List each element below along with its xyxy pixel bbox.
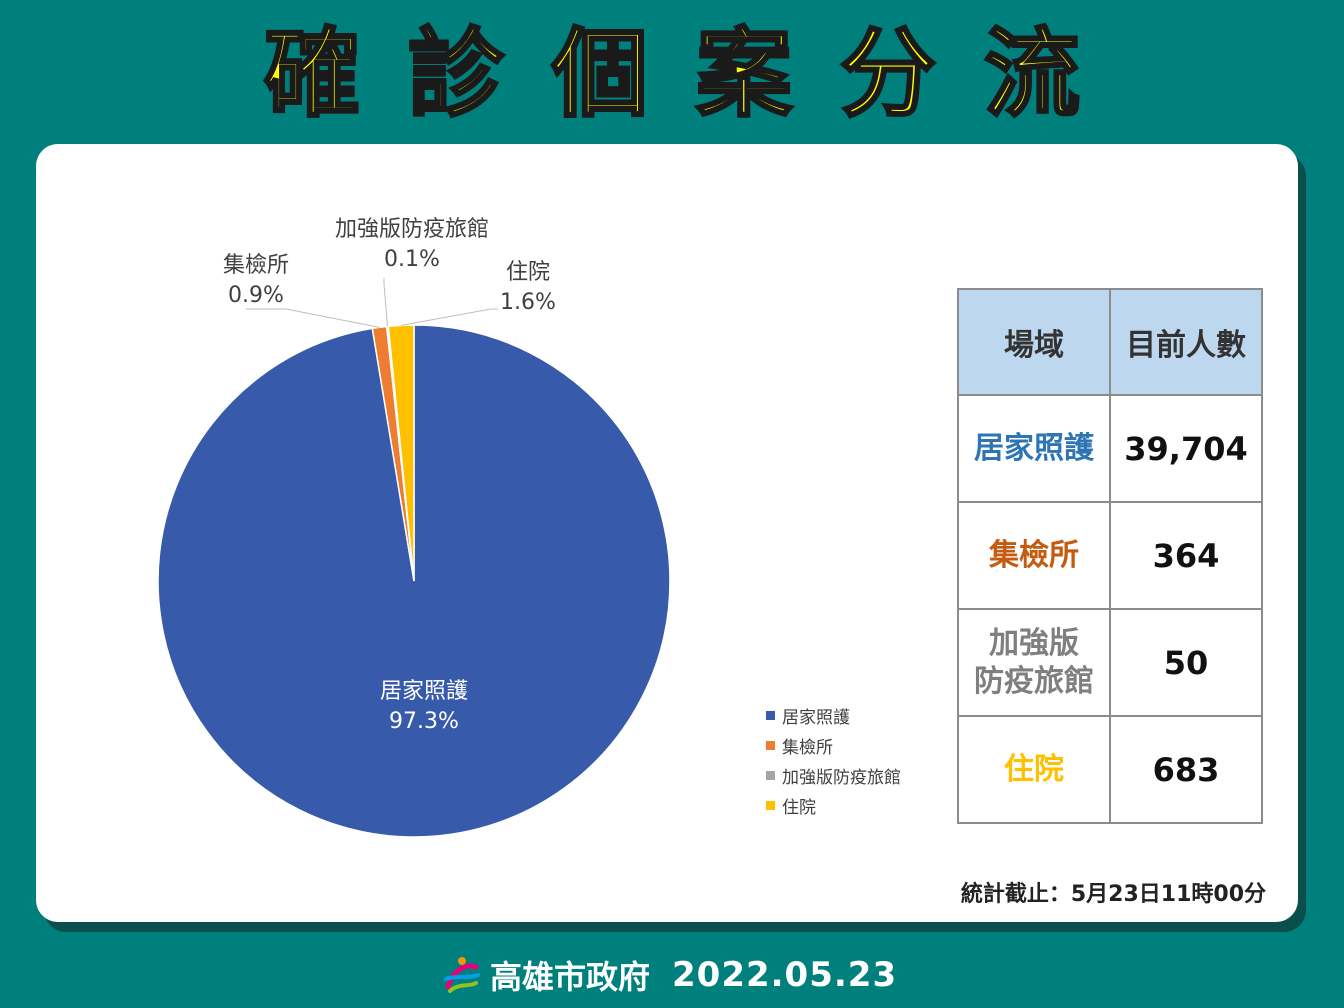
pie-chart: 居家照護 97.3% 集檢所 0.9% 加強版防疫旅館 0.1% 住院 1.6% — [157, 217, 671, 838]
legend-label: 住院 — [782, 797, 816, 818]
legend-item-hospital: 住院 — [766, 790, 901, 820]
table-header-count: 目前人數 — [1109, 288, 1263, 396]
table-row: 集檢所 364 — [957, 501, 1263, 610]
legend-item-hotel: 加強版防疫旅館 — [766, 760, 901, 790]
legend-label: 居家照護 — [782, 707, 850, 728]
leader-line-quarantine-center — [246, 308, 380, 328]
legend-label: 加強版防疫旅館 — [782, 767, 901, 788]
table-cell-count: 50 — [1109, 608, 1263, 717]
table-cell-venue: 加強版 防疫旅館 — [957, 608, 1111, 717]
legend-item-quarantine-center: 集檢所 — [766, 730, 901, 760]
footer-org: 高雄市政府 — [490, 958, 651, 996]
table-cell-venue: 居家照護 — [957, 394, 1111, 503]
legend-swatch — [766, 710, 775, 720]
legend-item-home-care: 居家照護 — [766, 700, 901, 730]
data-label-home-care-value: 97.3% — [389, 709, 459, 734]
table-row: 住院 683 — [957, 715, 1263, 824]
table-row: 居家照護 39,704 — [957, 394, 1263, 503]
legend-label: 集檢所 — [782, 737, 833, 758]
table-cell-count: 683 — [1109, 715, 1263, 824]
data-label-quarantine-center-value: 0.9% — [228, 283, 284, 308]
table-header-venue: 場域 — [957, 288, 1111, 396]
table-cell-venue: 集檢所 — [957, 501, 1111, 610]
kaohsiung-logo-icon — [444, 957, 480, 993]
chart-legend: 居家照護集檢所加強版防疫旅館 住院 — [766, 700, 901, 820]
content-card: 居家照護 97.3% 集檢所 0.9% 加強版防疫旅館 0.1% 住院 1.6% 居家照護 集檢… — [36, 144, 1298, 922]
leader-line-hospital — [401, 308, 498, 326]
table-cell-venue: 住院 — [957, 715, 1111, 824]
table-cell-count: 364 — [1109, 501, 1263, 610]
data-label-hospital-value: 1.6% — [500, 290, 556, 315]
footer: 高雄市政府 2022.05.23 — [440, 950, 897, 1000]
page-title: 確診個案分流 — [263, 17, 1128, 132]
leader-line-hotel — [383, 278, 388, 327]
footer-date: 2022.05.23 — [672, 955, 898, 995]
legend-swatch — [766, 770, 775, 780]
data-label-quarantine-center-name: 集檢所 — [223, 253, 289, 278]
table-row: 加強版 防疫旅館 50 — [957, 608, 1263, 717]
data-label-hotel-value: 0.1% — [384, 247, 440, 272]
legend-swatch — [766, 800, 775, 810]
data-label-home-care-name: 居家照護 — [380, 679, 468, 704]
legend-swatch — [766, 740, 775, 750]
table-cell-count: 39,704 — [1109, 394, 1263, 503]
count-table: 場域 目前人數 居家照護 39,704 集檢所 364 加強版 防疫旅館 50 住院 683 — [957, 288, 1263, 824]
stat-cutoff-note: 統計截止：5月23日11時00分 — [960, 882, 1266, 907]
data-label-hotel-name: 加強版防疫旅館 — [335, 217, 489, 242]
data-label-hospital-name: 住院 — [506, 260, 550, 285]
